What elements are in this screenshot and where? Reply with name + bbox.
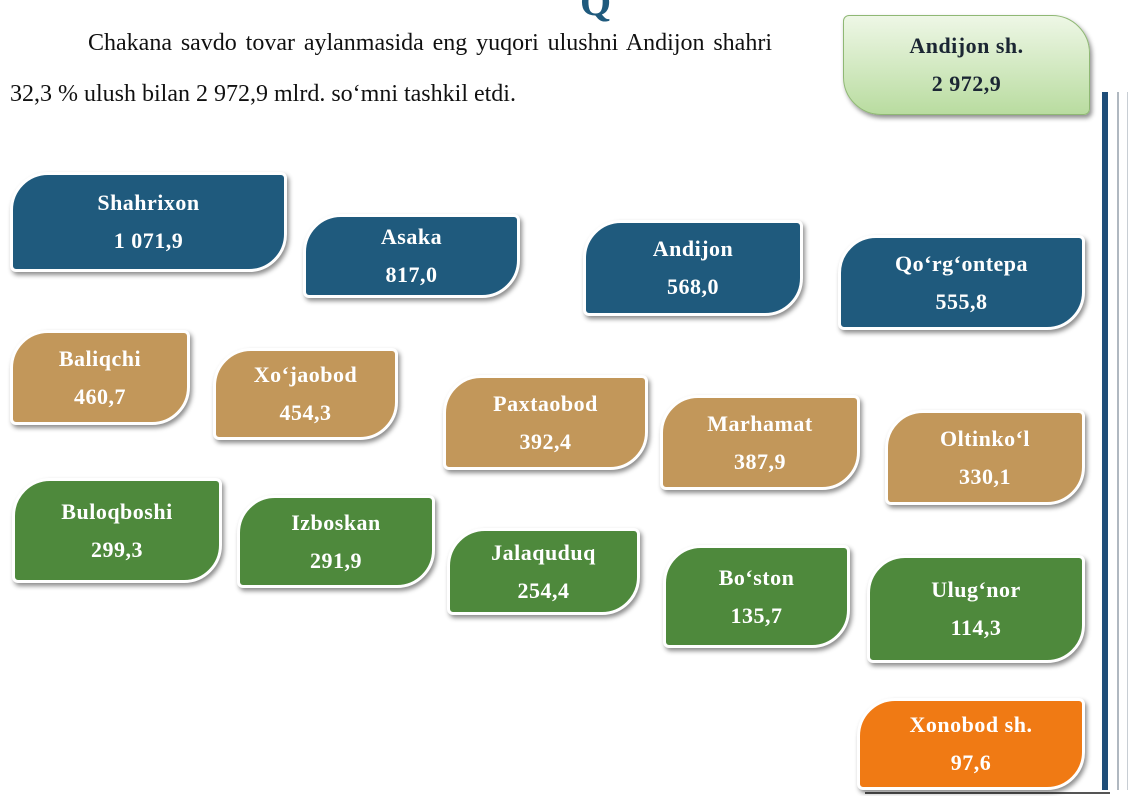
- district-value: 387,9: [734, 448, 786, 474]
- leader-box: Andijon sh. 2 972,9: [843, 15, 1090, 115]
- district-box: Izboskan 291,9: [237, 495, 435, 588]
- district-name: Bo‘ston: [718, 564, 795, 590]
- district-value: 135,7: [730, 602, 783, 628]
- vertical-rule: [1127, 92, 1128, 790]
- district-name: Jalaquduq: [491, 539, 596, 565]
- leader-name: Andijon sh.: [909, 33, 1024, 58]
- district-value: 555,8: [935, 288, 988, 314]
- district-value: 568,0: [667, 274, 719, 299]
- district-value: 460,7: [74, 383, 126, 409]
- district-name: Ulug‘nor: [931, 577, 1021, 602]
- district-name: Izboskan: [291, 509, 381, 535]
- district-name: Shahrixon: [97, 190, 200, 215]
- paragraph: Chakana savdo tovar aylanmasida eng yuqo…: [10, 30, 772, 107]
- district-box: Asaka 817,0: [303, 214, 520, 298]
- district-box: Ulug‘nor 114,3: [867, 555, 1085, 663]
- partial-title: Q: [580, 0, 612, 24]
- district-name: Baliqchi: [58, 345, 142, 371]
- district-box: Xo‘jaobod 454,3: [213, 348, 398, 440]
- vertical-rule: [1102, 92, 1108, 790]
- district-value: 454,3: [279, 400, 332, 425]
- district-box: Marhamat 387,9: [660, 395, 860, 490]
- bottom-rule: [865, 792, 1110, 794]
- district-name: Qo‘rg‘ontepa: [894, 250, 1029, 276]
- vertical-rule: [1117, 92, 1119, 790]
- district-box: Qo‘rg‘ontepa 555,8: [838, 235, 1085, 330]
- district-name: Paxtaobod: [493, 390, 598, 416]
- district-value: 291,9: [310, 547, 362, 573]
- district-name: Buloqboshi: [61, 498, 173, 524]
- district-value: 254,4: [517, 577, 570, 603]
- district-name: Xonobod sh.: [909, 712, 1033, 737]
- district-value: 1 071,9: [113, 228, 184, 253]
- district-box: Baliqchi 460,7: [10, 330, 190, 425]
- district-name: Xo‘jaobod: [253, 362, 358, 387]
- district-name: Oltinko‘l: [939, 425, 1031, 451]
- leader-value: 2 972,9: [931, 71, 1002, 96]
- district-box: Xonobod sh. 97,6: [857, 698, 1085, 790]
- district-value: 97,6: [950, 750, 992, 775]
- district-value: 299,3: [91, 536, 143, 562]
- district-box: Andijon 568,0: [583, 220, 803, 316]
- district-box: Bo‘ston 135,7: [663, 545, 850, 648]
- district-value: 817,0: [385, 262, 438, 287]
- district-box: Paxtaobod 392,4: [443, 375, 648, 470]
- district-box: Oltinko‘l 330,1: [885, 410, 1085, 505]
- district-name: Asaka: [380, 224, 443, 249]
- district-box: Shahrixon 1 071,9: [10, 172, 287, 272]
- district-value: 330,1: [959, 463, 1011, 489]
- district-name: Marhamat: [707, 410, 813, 436]
- district-value: 114,3: [950, 615, 1002, 640]
- district-box: Buloqboshi 299,3: [12, 478, 222, 583]
- district-value: 392,4: [519, 428, 572, 454]
- district-name: Andijon: [652, 236, 734, 261]
- district-box: Jalaquduq 254,4: [447, 528, 640, 615]
